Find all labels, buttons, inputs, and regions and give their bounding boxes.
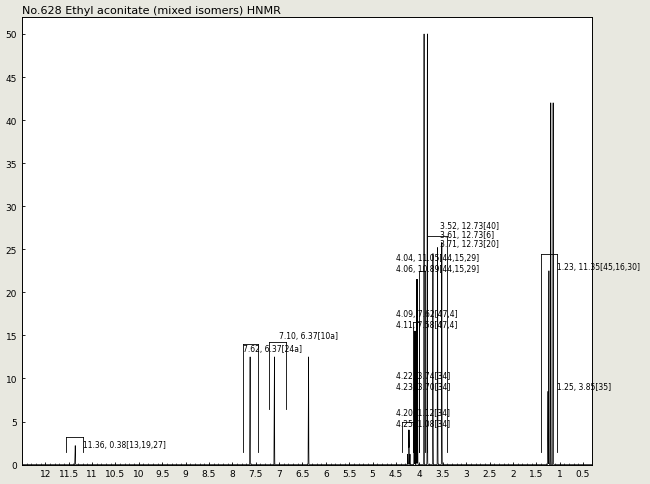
Text: 4.25, 1.08[34]: 4.25, 1.08[34] — [396, 419, 450, 428]
Text: 3.61, 12.73[6]: 3.61, 12.73[6] — [441, 230, 495, 240]
Text: 11.36, 0.38[13,19,27]: 11.36, 0.38[13,19,27] — [83, 440, 166, 449]
Text: 3.71, 12.73[20]: 3.71, 12.73[20] — [441, 239, 499, 248]
Text: 1.23, 11.35[45,16,30]: 1.23, 11.35[45,16,30] — [557, 262, 640, 271]
Text: 4.09, 7.62[47,4]: 4.09, 7.62[47,4] — [396, 310, 458, 318]
Text: 1.25, 3.85[35]: 1.25, 3.85[35] — [557, 382, 612, 392]
Text: 4.22, 3.74[34]: 4.22, 3.74[34] — [396, 371, 450, 380]
Text: 3.52, 12.73[40]: 3.52, 12.73[40] — [441, 222, 499, 231]
Text: 7.10, 6.37[10a]: 7.10, 6.37[10a] — [279, 331, 338, 340]
Text: 4.04, 11.05[44,15,29]: 4.04, 11.05[44,15,29] — [396, 254, 479, 263]
Text: 7.62, 6.37[24a]: 7.62, 6.37[24a] — [242, 344, 302, 353]
Text: 4.06, 10.89[44,15,29]: 4.06, 10.89[44,15,29] — [396, 264, 479, 273]
Text: No.628 Ethyl aconitate (mixed isomers) HNMR: No.628 Ethyl aconitate (mixed isomers) H… — [22, 5, 281, 15]
Text: 4.11, 7.58[47,4]: 4.11, 7.58[47,4] — [396, 320, 458, 329]
Text: 4.20, 1.12[34]: 4.20, 1.12[34] — [396, 408, 450, 417]
Text: 4.23, 3.70[34]: 4.23, 3.70[34] — [396, 382, 450, 391]
